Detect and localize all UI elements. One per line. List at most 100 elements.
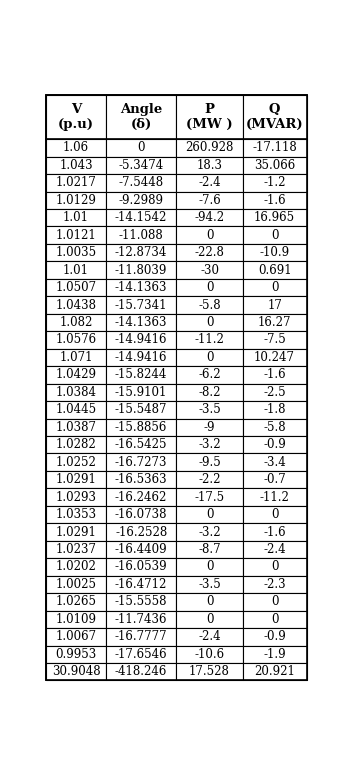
Text: -12.8734: -12.8734 [115, 246, 167, 259]
Bar [46, 331, 106, 349]
Text: 0: 0 [206, 229, 213, 242]
Bar [243, 279, 307, 296]
Bar [46, 506, 106, 523]
Bar [46, 541, 106, 558]
Text: 1.0445: 1.0445 [55, 403, 97, 416]
Text: 1.0384: 1.0384 [55, 386, 97, 399]
Bar [243, 628, 307, 646]
Bar [243, 436, 307, 453]
Text: -15.8244: -15.8244 [115, 369, 167, 382]
Bar [243, 611, 307, 628]
Text: 1.01: 1.01 [63, 263, 89, 276]
Bar [176, 488, 243, 506]
Bar [243, 349, 307, 366]
Text: -94.2: -94.2 [194, 211, 225, 224]
Text: 0: 0 [271, 561, 278, 574]
Text: 0: 0 [206, 595, 213, 608]
Bar [176, 209, 243, 227]
Text: 18.3: 18.3 [196, 159, 223, 172]
Bar [46, 576, 106, 593]
Text: -17.6546: -17.6546 [115, 647, 168, 660]
Text: 1.06: 1.06 [63, 141, 89, 154]
Bar [176, 611, 243, 628]
Bar [46, 174, 106, 191]
Text: -7.5: -7.5 [263, 333, 286, 346]
Bar [106, 646, 176, 663]
Text: 10.247: 10.247 [254, 351, 295, 364]
Bar [106, 419, 176, 436]
Text: -30: -30 [200, 263, 219, 276]
Text: -1.6: -1.6 [263, 194, 286, 207]
Text: -3.5: -3.5 [198, 578, 221, 591]
Text: -14.1542: -14.1542 [115, 211, 167, 224]
Bar [176, 139, 243, 157]
Bar [106, 261, 176, 279]
Bar [243, 209, 307, 227]
Bar [46, 157, 106, 174]
Text: -5.8: -5.8 [198, 299, 221, 312]
Bar [243, 523, 307, 541]
Text: -3.4: -3.4 [263, 455, 286, 468]
Bar [243, 95, 307, 139]
Text: 1.0025: 1.0025 [55, 578, 97, 591]
Bar [106, 471, 176, 488]
Bar [106, 331, 176, 349]
Text: -9.5: -9.5 [198, 455, 221, 468]
Bar [106, 541, 176, 558]
Text: -3.2: -3.2 [198, 439, 221, 452]
Text: 1.0109: 1.0109 [55, 613, 97, 626]
Bar [176, 541, 243, 558]
Bar [106, 576, 176, 593]
Bar [46, 191, 106, 209]
Text: 0: 0 [271, 281, 278, 294]
Bar [106, 436, 176, 453]
Bar [46, 349, 106, 366]
Bar [243, 296, 307, 314]
Bar [176, 663, 243, 680]
Text: -418.246: -418.246 [115, 665, 167, 678]
Bar [106, 366, 176, 383]
Text: -3.5: -3.5 [198, 403, 221, 416]
Text: -2.5: -2.5 [263, 386, 286, 399]
Text: Q
(MVAR): Q (MVAR) [246, 103, 303, 131]
Text: 0: 0 [271, 229, 278, 242]
Text: -16.0738: -16.0738 [115, 508, 168, 521]
Bar [176, 366, 243, 383]
Text: 0: 0 [137, 141, 145, 154]
Bar [176, 174, 243, 191]
Bar [46, 628, 106, 646]
Bar [46, 663, 106, 680]
Text: 1.0282: 1.0282 [56, 439, 96, 452]
Bar [176, 244, 243, 261]
Text: 1.0217: 1.0217 [56, 177, 96, 189]
Bar [106, 593, 176, 611]
Bar [46, 611, 106, 628]
Text: 16.27: 16.27 [258, 316, 291, 329]
Bar [106, 401, 176, 419]
Text: -3.2: -3.2 [198, 525, 221, 538]
Text: 30.9048: 30.9048 [52, 665, 100, 678]
Text: 0: 0 [271, 595, 278, 608]
Text: -16.7777: -16.7777 [115, 631, 168, 644]
Bar [106, 506, 176, 523]
Text: 1.0035: 1.0035 [55, 246, 97, 259]
Text: 20.921: 20.921 [254, 665, 295, 678]
Bar [106, 95, 176, 139]
Bar [46, 419, 106, 436]
Bar [106, 296, 176, 314]
Text: -16.2462: -16.2462 [115, 491, 167, 504]
Bar [46, 593, 106, 611]
Bar [176, 331, 243, 349]
Text: -11.2: -11.2 [260, 491, 290, 504]
Text: 0: 0 [206, 508, 213, 521]
Text: 0: 0 [206, 561, 213, 574]
Bar [243, 488, 307, 506]
Text: 1.0576: 1.0576 [55, 333, 97, 346]
Text: -5.8: -5.8 [263, 421, 286, 434]
Text: -7.6: -7.6 [198, 194, 221, 207]
Bar [106, 383, 176, 401]
Text: -11.2: -11.2 [195, 333, 224, 346]
Text: -15.5558: -15.5558 [115, 595, 168, 608]
Text: 1.0121: 1.0121 [56, 229, 96, 242]
Text: -10.6: -10.6 [194, 647, 225, 660]
